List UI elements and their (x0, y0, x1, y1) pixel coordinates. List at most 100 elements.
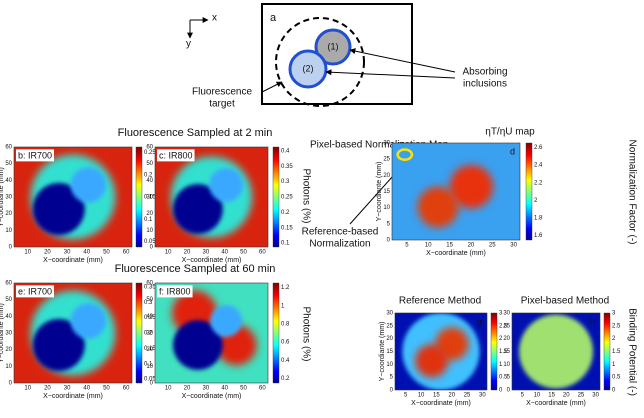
x-tick-label: 20 (184, 386, 191, 392)
row-title: Fluorescence Sampled at 2 min (118, 127, 273, 139)
frame (511, 312, 601, 391)
inclusion-2 (288, 49, 328, 89)
y-tick-label: 10 (5, 228, 12, 234)
circle-label: (1) (328, 41, 339, 51)
y-tick-label: 20 (5, 347, 12, 353)
colorbar-tick-label: 0.2 (281, 210, 290, 216)
y-tick-label: 30 (383, 141, 390, 147)
heatmap-blob (32, 183, 85, 235)
colorbar-tick-label: 0.4 (281, 148, 290, 154)
x-tick-label: 25 (578, 393, 585, 399)
x-tick-label: 5 (521, 393, 525, 399)
map-title: ηT/ηU map (485, 127, 535, 138)
x-tick-label: 25 (464, 393, 471, 399)
heatmap-blob (209, 168, 244, 202)
colorbar (272, 146, 280, 248)
y-axis-label: Y−coordiante (mm) (376, 162, 383, 222)
colorbar-tick-label: 2.2 (534, 180, 543, 186)
y-tick-label: 0 (150, 245, 154, 251)
colorbar-tick-label: 0.2 (144, 172, 153, 178)
colorbar-tick-label: 0.5 (499, 375, 508, 381)
axis-y: y (186, 39, 191, 50)
x-tick-label: 20 (468, 243, 475, 249)
panel-label: h (590, 316, 595, 326)
axis-x: x (212, 13, 217, 24)
colorbar-tick-label: 2.5 (499, 323, 508, 329)
colorbar-tick-label: 0.5 (612, 375, 621, 381)
colorbar (525, 142, 533, 241)
y-tick-label: 0 (507, 388, 511, 394)
x-tick-label: 30 (510, 243, 517, 249)
heatmap (395, 313, 487, 390)
x-tick-label: 15 (446, 243, 453, 249)
y-tick-label: 30 (503, 311, 510, 317)
colorbar-tick-label: 0.15 (144, 195, 156, 201)
phantom-box (261, 3, 413, 105)
colorbar-tick-label: 2.4 (534, 163, 543, 169)
y-tick-label: 15 (503, 349, 510, 355)
y-tick-label: 50 (146, 161, 153, 167)
colorbar (603, 312, 611, 391)
y-tick-label: 10 (146, 364, 153, 370)
colorbar-tick-label: 0.2 (281, 376, 290, 382)
x-tick-label: 10 (425, 243, 432, 249)
x-tick-label: 40 (83, 250, 90, 256)
panel-label: e: IR700 (18, 286, 52, 296)
y-tick-label: 10 (503, 362, 510, 368)
x-tick-label: 60 (123, 386, 130, 392)
y-tick-label: 0 (150, 381, 154, 387)
heatmap-blob (173, 184, 223, 234)
y-tick-label: 20 (146, 211, 153, 217)
panel-label: a (270, 12, 277, 24)
panel-label: c: IR800 (159, 150, 193, 160)
inclusions-label: inclusions (463, 79, 507, 90)
y-tick-label: 40 (146, 314, 153, 320)
x-axis-label: X−coordinate (mm) (411, 400, 471, 407)
y-tick-label: 30 (5, 331, 12, 337)
colorbar-tick-label: 0.15 (144, 346, 156, 352)
y-tick-label: 20 (383, 173, 390, 179)
x-tick-label: 10 (534, 393, 541, 399)
colorbar (135, 146, 143, 248)
pixel-map-label: Pixel-based Normalization Map (310, 140, 449, 151)
x-axis-label: X−coordinate (mm) (526, 400, 586, 407)
y-tick-label: 50 (146, 297, 153, 303)
x-axis-label: X−coordinate (mm) (182, 393, 242, 400)
colorbar-tick-label: 1.5 (612, 349, 621, 355)
colorbar (272, 282, 280, 384)
y-tick-label: 40 (5, 178, 12, 184)
colorbar-tick-label: 0.1 (144, 361, 153, 367)
x-tick-label: 20 (448, 393, 455, 399)
panel-label: g (477, 316, 482, 326)
x-tick-label: 20 (184, 250, 191, 256)
y-tick-label: 60 (146, 281, 153, 287)
target-circle (275, 17, 365, 107)
colorbar-tick-label: 0.6 (281, 340, 290, 346)
colorbar-tick-label: 2.6 (534, 145, 543, 151)
method-title: Reference Method (399, 296, 481, 307)
colorbar (135, 282, 143, 384)
panel-label: f: IR800 (159, 286, 191, 296)
colorbar-tick-label: 2 (534, 198, 538, 204)
colorbar-tick-label: 0.3 (144, 300, 153, 306)
label-bg (16, 285, 55, 298)
colorbar-tick-label: 0.25 (281, 195, 293, 201)
method-title: Pixel-based Method (521, 296, 609, 307)
frame (154, 282, 269, 384)
frame (13, 146, 133, 248)
x-tick-label: 60 (123, 250, 130, 256)
colorbar-tick-label: 1 (499, 362, 503, 368)
frame (13, 282, 133, 384)
x-tick-label: 10 (418, 393, 425, 399)
x-tick-label: 20 (44, 250, 51, 256)
colorbar (490, 312, 498, 391)
y-tick-label: 25 (503, 323, 510, 329)
y-tick-label: 10 (5, 364, 12, 370)
colorbar-tick-label: 0.05 (144, 239, 156, 245)
colorbar-tick-label: 0.1 (144, 217, 153, 223)
colorbar-tick-label: 2 (612, 336, 616, 342)
x-tick-label: 10 (165, 386, 172, 392)
reference-label: Normalization (309, 239, 370, 250)
x-tick-label: 30 (203, 386, 210, 392)
